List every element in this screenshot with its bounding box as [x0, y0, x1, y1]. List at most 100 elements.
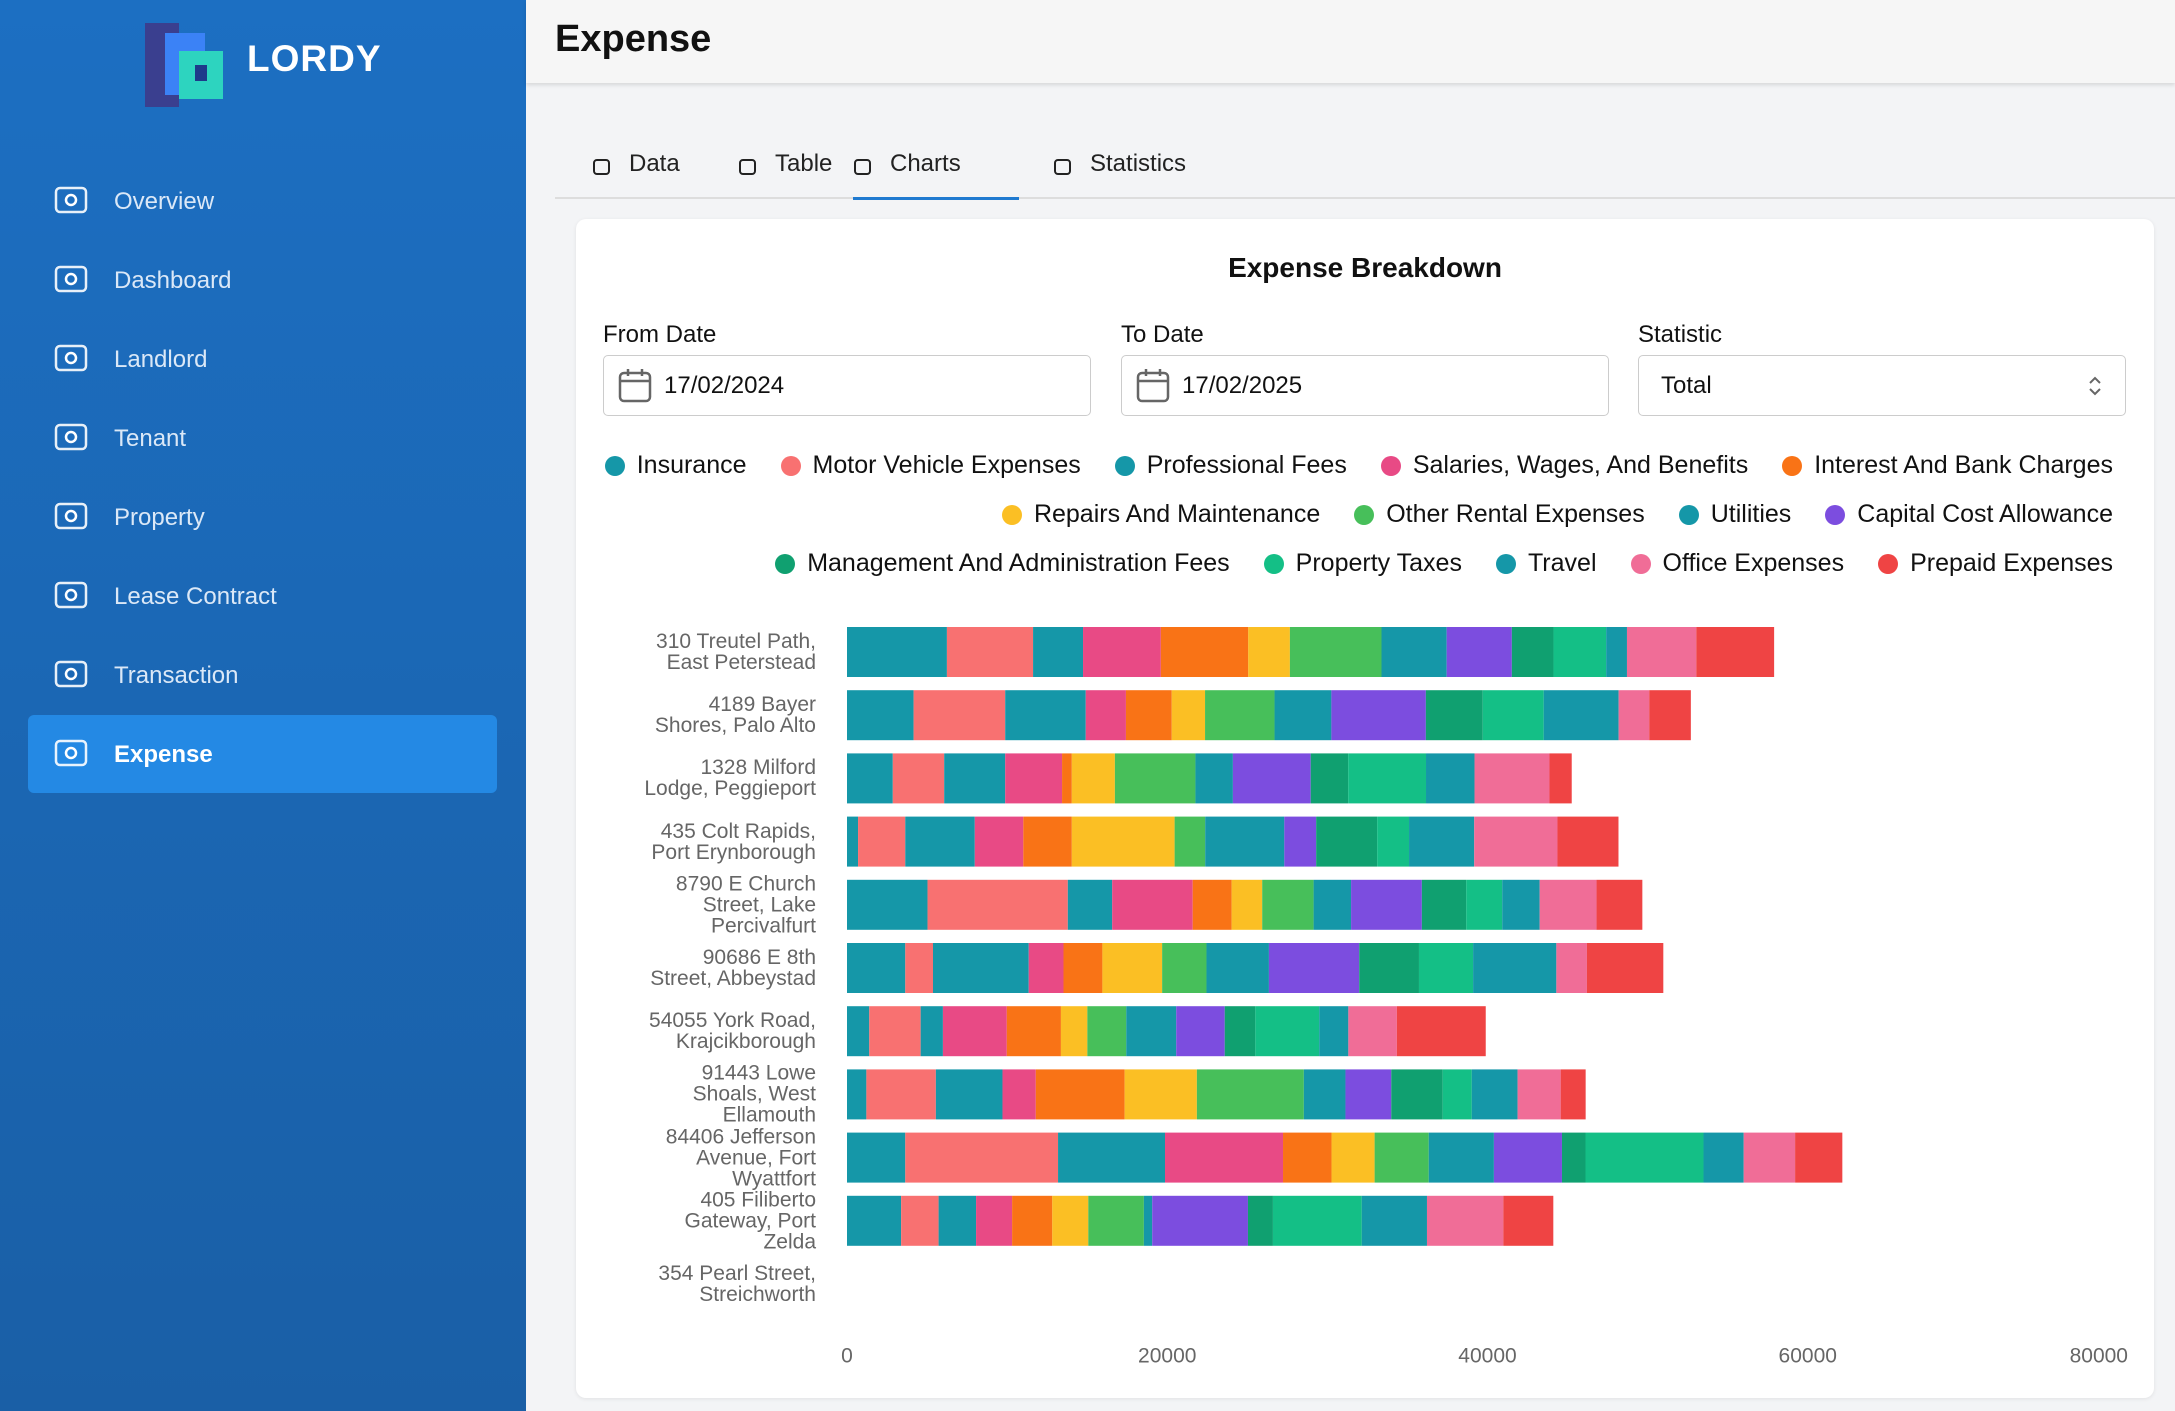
legend-label: Prepaid Expenses	[1910, 549, 2113, 577]
tab-label: Statistics	[1090, 150, 1187, 177]
nav-item[interactable]: Tenant	[28, 399, 497, 477]
legend-item[interactable]: Utilities	[1678, 499, 1792, 530]
legend-swatch	[775, 553, 796, 574]
legend-item[interactable]: Other Rental Expenses	[1354, 499, 1645, 530]
legend-item[interactable]: Interest And Bank Charges	[1782, 450, 2113, 481]
nav-label: Dashboard	[114, 267, 232, 294]
legend: Insurance Motor Vehicle Expenses Professio…	[603, 450, 2113, 579]
nav-icon	[54, 265, 88, 293]
legend-label: Other Rental Expenses	[1386, 500, 1645, 528]
nav-item[interactable]: Transaction	[28, 636, 497, 714]
legend-swatch	[1782, 455, 1803, 476]
tab[interactable]: Data	[592, 150, 712, 197]
nav-icon	[54, 739, 88, 767]
legend-label: Repairs And Maintenance	[1033, 500, 1321, 528]
tab[interactable]: Charts	[853, 150, 1019, 200]
y-tick-label: 310 Treutel Path, East Peterstead	[656, 630, 816, 674]
y-tick-label: 354 Pearl Street, Streichworth	[658, 1262, 816, 1306]
legend-label: Motor Vehicle Expenses	[812, 451, 1081, 479]
tab-label: Data	[629, 150, 680, 177]
legend-swatch	[1825, 504, 1846, 525]
legend-label: Management And Administration Fees	[807, 549, 1230, 577]
tab-icon	[739, 159, 756, 175]
tabs: Data Table Charts Statistics	[555, 140, 2175, 200]
tab-icon	[1054, 159, 1071, 175]
legend-item[interactable]: Property Taxes	[1263, 548, 1462, 579]
nav-icon	[54, 423, 88, 451]
nav-label: Tenant	[114, 425, 187, 452]
legend-swatch	[1354, 504, 1375, 525]
nav-item[interactable]: Expense	[28, 715, 497, 793]
legend-item[interactable]: Capital Cost Allowance	[1825, 499, 2113, 530]
nav-label: Property	[114, 504, 205, 531]
legend-item[interactable]: Motor Vehicle Expenses	[780, 450, 1081, 481]
legend-swatch	[1001, 504, 1022, 525]
nav-item[interactable]: Landlord	[28, 320, 497, 398]
y-tick-label: 84406 Jefferson Avenue, Fort Wyattfort	[665, 1125, 816, 1191]
y-tick-label: 91443 Lowe Shoals, West Ellamouth	[692, 1061, 816, 1127]
legend-swatch	[1495, 553, 1516, 574]
y-tick-label: 8790 E Church Street, Lake Percivalfurt	[675, 872, 816, 938]
field-label: To Date	[1121, 321, 1204, 348]
legend-label: Office Expenses	[1662, 549, 1845, 577]
input-value: 17/02/2024	[664, 372, 785, 399]
legend-item[interactable]: Office Expenses	[1630, 548, 1845, 579]
nav-icon	[54, 502, 88, 530]
legend-label: Utilities	[1710, 500, 1792, 528]
page-title: Expense	[555, 18, 712, 60]
nav-item[interactable]: Lease Contract	[28, 557, 497, 635]
nav-item[interactable]: Overview	[28, 162, 497, 240]
field-label: From Date	[603, 321, 717, 348]
legend-swatch	[1878, 553, 1899, 574]
header: Expense	[526, 0, 2175, 83]
legend-swatch	[780, 455, 801, 476]
legend-item[interactable]: Salaries, Wages, And Benefits	[1380, 450, 1748, 481]
logo	[145, 23, 223, 107]
date-input[interactable]: 17/02/2024	[603, 355, 1091, 416]
legend-label: Insurance	[636, 451, 747, 479]
date-input[interactable]: 17/02/2025	[1121, 355, 1609, 416]
sidebar: LORDY Overview Dashboard Landlord Tenant Pro…	[0, 0, 526, 1411]
brand: LORDY	[247, 38, 382, 79]
field-label: Statistic	[1638, 321, 1723, 348]
tab-label: Charts	[890, 150, 961, 177]
y-tick-label: 435 Colt Rapids, Port Erynborough	[651, 819, 816, 864]
y-tick-label: 90686 E 8th Street, Abbeystad	[650, 946, 816, 990]
select-value: Total	[1661, 372, 1712, 399]
legend-item[interactable]: Travel	[1495, 548, 1597, 579]
legend-swatch	[1380, 455, 1401, 476]
nav-item[interactable]: Property	[28, 478, 497, 556]
chart-title: Expense Breakdown	[1228, 252, 1502, 283]
legend-swatch	[1678, 504, 1699, 525]
legend-label: Professional Fees	[1146, 451, 1347, 479]
legend-label: Travel	[1527, 549, 1597, 577]
input-value: 17/02/2025	[1182, 372, 1303, 399]
nav-item[interactable]: Dashboard	[28, 241, 497, 319]
nav-label: Expense	[114, 741, 213, 768]
nav-icon	[54, 660, 88, 688]
legend-item[interactable]: Prepaid Expenses	[1878, 548, 2113, 579]
nav-label: Landlord	[114, 346, 208, 373]
legend-item[interactable]: Insurance	[604, 450, 747, 481]
tab[interactable]: Table	[738, 150, 858, 197]
y-tick-label: 405 Filiberto Gateway, Port Zelda	[684, 1188, 817, 1254]
nav-label: Lease Contract	[114, 583, 277, 610]
y-tick-label: 1328 Milford Lodge, Peggieport	[644, 756, 816, 801]
tab[interactable]: Statistics	[1053, 150, 1233, 197]
nav-icon	[54, 581, 88, 609]
nav-icon	[54, 344, 88, 372]
legend-label: Property Taxes	[1295, 549, 1462, 577]
tab-icon	[854, 159, 871, 175]
select[interactable]: Total	[1638, 355, 2126, 416]
tab-icon	[593, 159, 610, 175]
legend-item[interactable]: Management And Administration Fees	[775, 548, 1230, 579]
nav-icon	[54, 186, 88, 214]
legend-swatch	[1630, 553, 1651, 574]
legend-label: Capital Cost Allowance	[1857, 500, 2113, 528]
legend-swatch	[1114, 455, 1135, 476]
nav-label: Overview	[114, 188, 215, 215]
legend-label: Interest And Bank Charges	[1814, 451, 2113, 479]
legend-item[interactable]: Professional Fees	[1114, 450, 1347, 481]
legend-item[interactable]: Repairs And Maintenance	[1001, 499, 1321, 530]
